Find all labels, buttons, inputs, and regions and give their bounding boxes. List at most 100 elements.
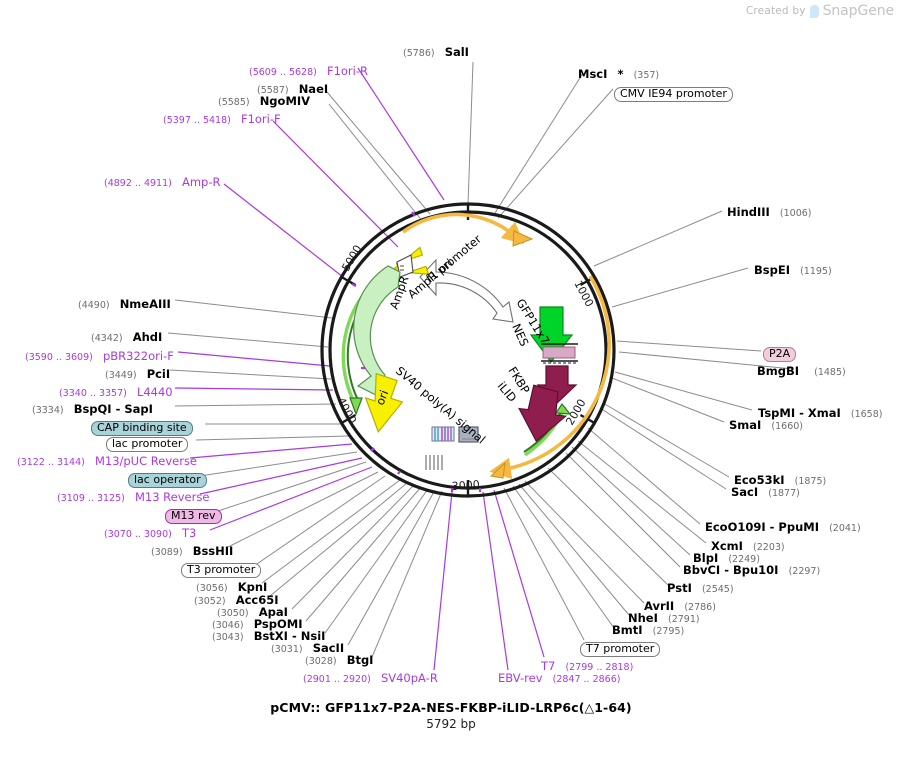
- label-bspqi-sapi[interactable]: (3334) BspQI - SapI: [32, 400, 153, 417]
- label-ebv-rev[interactable]: EBV-rev (2847 .. 2866): [498, 669, 620, 686]
- label-avrii[interactable]: AvrII (2786): [644, 597, 716, 614]
- label-t7-promoter[interactable]: T7 promoter: [580, 639, 661, 657]
- label-m13-reverse-position: (3109 .. 3125): [57, 493, 125, 504]
- label-pcii-position: (3449): [105, 370, 137, 381]
- label-lac-operator[interactable]: lac operator: [128, 470, 207, 488]
- label-blpi[interactable]: BlpI (2249): [693, 549, 760, 566]
- label-btgi-name: BtgI: [346, 653, 374, 667]
- label-f1ori-r[interactable]: (5609 .. 5628) F1ori-R: [249, 62, 368, 79]
- label-psti[interactable]: PstI (2545): [667, 579, 734, 596]
- label-nmeaiii-name: NmeAIII: [119, 297, 171, 311]
- label-m13-rev-badge: M13 rev: [165, 509, 222, 524]
- label-xcmi[interactable]: XcmI (2203): [711, 537, 785, 554]
- label-ahdi[interactable]: (4342) AhdI: [91, 328, 162, 345]
- label-smai-name: SmaI: [729, 418, 762, 432]
- label-lac-promoter[interactable]: lac promoter: [106, 434, 189, 452]
- feature-arrow-cmv-outline[interactable]: [419, 258, 514, 323]
- transcript-arc-arrowheads-orange: [489, 230, 534, 479]
- feature-block-sv40-polya[interactable]: [431, 426, 455, 442]
- plasmid-title-block: pCMV:: GFP11x7-P2A-NES-FKBP-iLID-LRP6c(△…: [0, 700, 902, 731]
- label-msci-flag: *: [617, 67, 624, 81]
- plasmid-map[interactable]: 1000 2000 3000 4000 5000: [0, 0, 902, 705]
- feature-block-gray[interactable]: [458, 426, 479, 443]
- label-t3-promoter-badge: T3 promoter: [181, 563, 262, 578]
- label-bbvci-bpu10i[interactable]: BbvCI - Bpu10I (2297): [683, 561, 820, 578]
- label-bsshii-name: BssHII: [192, 544, 234, 558]
- label-eco53ki[interactable]: Eco53kI (1875): [734, 471, 826, 488]
- label-ahdi-name: AhdI: [132, 330, 163, 344]
- label-naei-position: (5587): [257, 85, 289, 96]
- label-bmti[interactable]: BmtI (2795): [612, 621, 684, 638]
- label-l4440-name: L4440: [136, 385, 173, 399]
- label-msci[interactable]: MscI * (357): [578, 65, 659, 82]
- feature-arrow-ori[interactable]: [363, 371, 405, 433]
- label-l4440[interactable]: (3340 .. 3357) L4440: [59, 383, 173, 400]
- label-nhei[interactable]: NheI (2791): [628, 609, 700, 626]
- feature-arrow-ilid[interactable]: [513, 383, 571, 446]
- leader-lines-left: [167, 299, 386, 567]
- label-bsshii[interactable]: (3089) BssHII: [151, 542, 233, 559]
- label-bstxi-nsii[interactable]: (3043) BstXI - NsiI: [212, 627, 325, 644]
- label-cap-binding-site[interactable]: CAP binding site: [91, 418, 193, 436]
- label-t3-promoter[interactable]: T3 promoter: [181, 560, 262, 578]
- label-ngomiv-name: NgoMIV: [259, 94, 311, 108]
- label-btgi[interactable]: (3028) BtgI: [305, 651, 373, 668]
- label-naei[interactable]: (5587) NaeI: [257, 80, 328, 97]
- label-ori: ori: [373, 388, 392, 407]
- label-p2a[interactable]: P2A: [763, 344, 797, 362]
- label-msci-position: (357): [633, 70, 660, 81]
- label-cmv-ie94-promoter[interactable]: CMV IE94 promoter: [614, 84, 733, 102]
- label-sali[interactable]: (5786) SalI: [403, 43, 469, 60]
- plasmid-diagram[interactable]: 1000 2000 3000 4000 5000: [0, 0, 902, 705]
- label-lac-operator-badge: lac operator: [128, 473, 207, 488]
- label-pcii[interactable]: (3449) PciI: [105, 365, 170, 382]
- label-pbr322ori-f[interactable]: (3590 .. 3609) pBR322ori-F: [25, 347, 174, 364]
- label-t3[interactable]: (3070 .. 3090) T3: [104, 524, 196, 541]
- label-saci[interactable]: SacI (1877): [731, 483, 800, 500]
- snapgene-watermark: Created by SnapGene: [746, 3, 894, 19]
- label-kpni[interactable]: (3056) KpnI: [196, 578, 267, 595]
- label-bmgbi[interactable]: BmgBI (1485): [757, 362, 846, 379]
- backbone-primer-ticks: [351, 211, 482, 492]
- label-eco53ki-name: Eco53kI: [734, 473, 785, 487]
- label-m13-reverse[interactable]: (3109 .. 3125) M13 Reverse: [57, 488, 209, 505]
- label-bmti-position: (2795): [652, 626, 685, 637]
- label-saci-name: SacI: [731, 485, 759, 499]
- label-acc65i[interactable]: (3052) Acc65I: [194, 591, 279, 608]
- label-hindiii[interactable]: HindIII (1006): [727, 203, 812, 220]
- label-kpni-position: (3056): [196, 583, 228, 594]
- label-m13-puc-reverse-position: (3122 .. 3144): [17, 457, 85, 468]
- label-ebv-rev-name: EBV-rev: [498, 671, 543, 685]
- label-pspomi[interactable]: (3046) PspOMI: [212, 615, 303, 632]
- label-naei-name: NaeI: [298, 82, 329, 96]
- label-tspmi-xmai[interactable]: TspMI - XmaI (1658): [758, 404, 882, 421]
- label-t7[interactable]: T7 (2799 .. 2818): [541, 657, 633, 674]
- label-ngomiv[interactable]: (5585) NgoMIV: [218, 92, 310, 109]
- label-m13-rev[interactable]: M13 rev: [165, 506, 222, 524]
- label-sv40pa-r[interactable]: (2901 .. 2920) SV40pA-R: [303, 669, 438, 686]
- feature-arrow-nes[interactable]: [541, 343, 578, 364]
- label-amp-r[interactable]: (4892 .. 4911) Amp-R: [104, 173, 220, 190]
- tick-label-5000: 5000: [339, 243, 364, 274]
- label-nhei-name: NheI: [628, 611, 658, 625]
- label-acc65i-name: Acc65I: [235, 593, 279, 607]
- label-msci-name: MscI: [578, 67, 608, 81]
- feature-arrow-ampr[interactable]: [353, 265, 401, 398]
- label-pspomi-name: PspOMI: [253, 617, 303, 631]
- label-sacii[interactable]: (3031) SacII: [271, 639, 344, 656]
- label-nmeaiii[interactable]: (4490) NmeAIII: [78, 295, 171, 312]
- label-smai[interactable]: SmaI (1660): [729, 416, 803, 433]
- label-m13-puc-reverse[interactable]: (3122 .. 3144) M13/pUC Reverse: [17, 452, 197, 469]
- leader-lines-top-left: [223, 61, 474, 285]
- label-t3-position: (3070 .. 3090): [104, 529, 172, 540]
- label-xcmi-position: (2203): [753, 542, 785, 553]
- label-bspei-position: (1195): [800, 266, 832, 277]
- label-bspei[interactable]: BspEI (1195): [754, 261, 832, 278]
- label-m13-puc-reverse-name: M13/pUC Reverse: [94, 454, 198, 468]
- label-f1ori-f[interactable]: (5397 .. 5418) F1ori-F: [163, 110, 281, 127]
- label-ecoo109i-ppumi[interactable]: EcoO109I - PpuMI (2041): [705, 518, 861, 535]
- label-hindiii-position: (1006): [779, 208, 812, 219]
- plasmid-name: pCMV:: GFP11x7-P2A-NES-FKBP-iLID-LRP6c(△…: [270, 700, 632, 715]
- label-apai[interactable]: (3050) ApaI: [217, 603, 288, 620]
- label-blpi-name: BlpI: [693, 551, 719, 565]
